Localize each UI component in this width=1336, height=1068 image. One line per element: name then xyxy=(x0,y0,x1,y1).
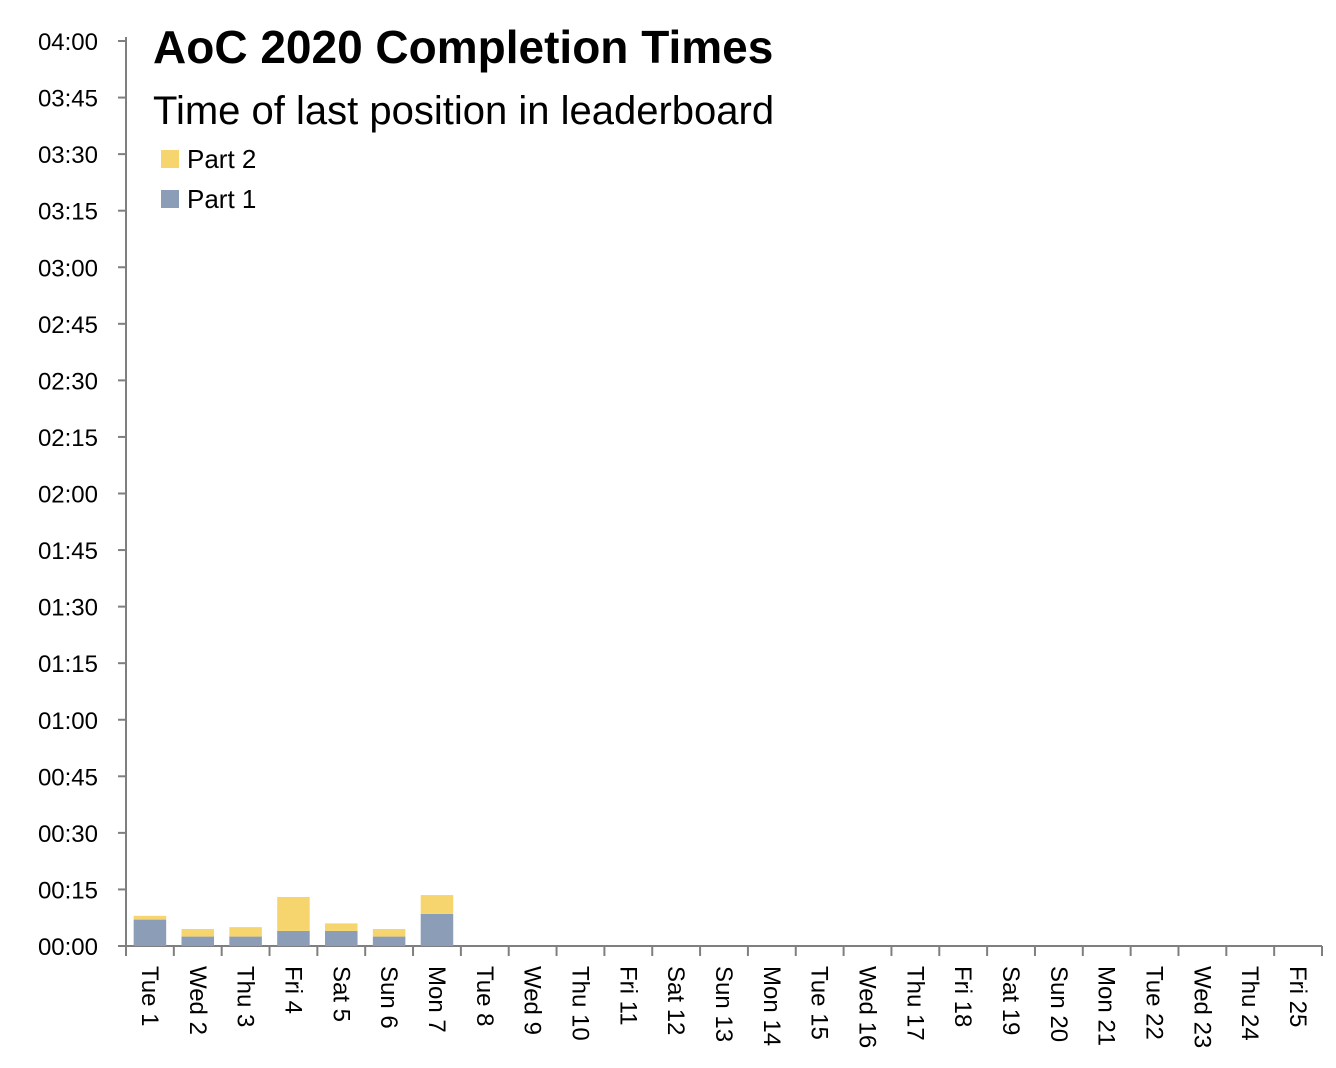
x-tick-label: Thu 24 xyxy=(1236,966,1263,1041)
x-tick-label: Tue 8 xyxy=(471,966,498,1026)
legend-swatch xyxy=(161,150,179,168)
bar-part-1 xyxy=(372,936,406,946)
chart-title: AoC 2020 Completion Times xyxy=(153,21,773,73)
bar-part-1 xyxy=(325,930,358,946)
x-tick-label: Fri 11 xyxy=(614,966,641,1026)
y-tick-label: 02:30 xyxy=(38,368,98,395)
x-tick-label: Sun 13 xyxy=(710,966,737,1042)
bar-part-2 xyxy=(372,929,406,937)
x-tick-label: Tue 1 xyxy=(136,966,163,1026)
x-tick-label: Wed 23 xyxy=(1188,966,1215,1048)
x-tick-label: Tue 15 xyxy=(806,966,833,1040)
y-tick-label: 03:45 xyxy=(38,86,98,113)
bar-part-1 xyxy=(420,913,454,946)
legend-label: Part 2 xyxy=(187,144,256,174)
x-tick-label: Sat 19 xyxy=(997,966,1024,1035)
x-tick-label: Wed 2 xyxy=(184,966,211,1035)
y-tick-label: 01:00 xyxy=(38,708,98,735)
x-tick-label: Tue 22 xyxy=(1141,966,1168,1040)
bar-part-1 xyxy=(229,936,262,946)
x-tick-label: Fri 4 xyxy=(279,966,306,1014)
x-tick-label: Sun 6 xyxy=(375,966,402,1029)
x-tick-label: Mon 14 xyxy=(758,966,785,1046)
bar-part-2 xyxy=(229,927,262,937)
x-tick-label: Mon 21 xyxy=(1093,966,1120,1046)
x-tick-label: Thu 17 xyxy=(901,966,928,1041)
y-tick-label: 00:30 xyxy=(38,821,98,848)
chart-subtitle: Time of last position in leaderboard xyxy=(153,89,774,133)
bar-part-1 xyxy=(133,919,167,946)
y-tick-label: 02:45 xyxy=(38,312,98,339)
bar-part-2 xyxy=(181,929,215,937)
y-tick-label: 01:30 xyxy=(38,595,98,622)
bar-part-1 xyxy=(181,936,215,946)
x-tick-label: Thu 3 xyxy=(232,966,259,1027)
y-tick-label: 03:30 xyxy=(38,142,98,169)
y-tick-label: 00:00 xyxy=(38,934,98,961)
x-tick-label: Wed 9 xyxy=(519,966,546,1035)
x-tick-label: Wed 16 xyxy=(854,966,881,1048)
bar-part-2 xyxy=(133,915,167,920)
y-tick-label: 01:45 xyxy=(38,538,98,565)
bars xyxy=(133,895,454,946)
y-tick-label: 04:00 xyxy=(38,29,98,56)
y-tick-label: 03:15 xyxy=(38,199,98,226)
y-tick-label: 00:15 xyxy=(38,877,98,904)
x-tick-label: Fri 18 xyxy=(949,966,976,1027)
bar-part-2 xyxy=(277,896,310,931)
x-tick-label: Sun 20 xyxy=(1045,966,1072,1042)
y-axis: 00:00 00:15 00:30 00:45 01:00 01:15 01:30 01:45… xyxy=(38,29,127,961)
x-tick-label: Mon 7 xyxy=(423,966,450,1033)
y-tick-label: 02:15 xyxy=(38,425,98,452)
bar-part-2 xyxy=(325,923,358,931)
x-tick-label: Thu 10 xyxy=(566,966,593,1041)
legend-label: Part 1 xyxy=(187,184,256,214)
x-tick-label: Fri 25 xyxy=(1284,966,1311,1027)
y-tick-label: 02:00 xyxy=(38,482,98,509)
x-tick-label: Sat 12 xyxy=(662,966,689,1035)
bar-part-2 xyxy=(420,895,454,914)
legend-swatch xyxy=(161,190,179,208)
x-axis: Tue 1 Wed 2 Thu 3 Fri 4 Sat 5 Sun 6 Mon 7 Tue 8… xyxy=(125,945,1323,1048)
x-tick-label: Sat 5 xyxy=(327,966,354,1022)
y-tick-label: 03:00 xyxy=(38,255,98,282)
bar-part-1 xyxy=(277,930,310,946)
y-tick-label: 00:45 xyxy=(38,764,98,791)
y-tick-label: 01:15 xyxy=(38,651,98,678)
legend: Part 2 Part 1 xyxy=(161,144,256,214)
